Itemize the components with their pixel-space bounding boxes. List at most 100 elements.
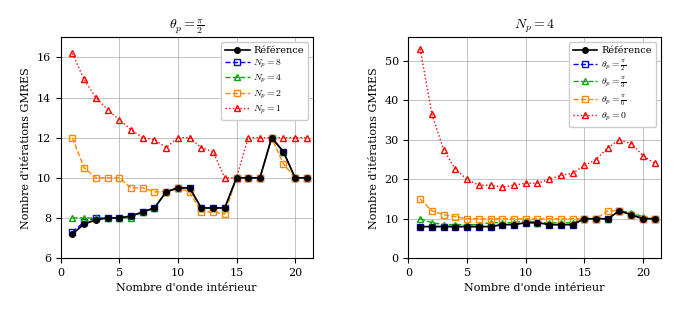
$\theta_p = \frac{\pi}{3}$ [604,217,612,220]
$\theta_p = \frac{\pi}{3}$ [615,209,623,213]
$\theta_p = 0$ [639,154,647,157]
$\theta_p = \frac{\pi}{2}$ [615,209,623,213]
Référence [80,222,88,226]
$\theta_p = 0$ [439,148,448,151]
Référence [185,186,193,190]
$\theta_p = \frac{\pi}{2}$ [522,221,530,225]
$N_p = 4$ [174,186,182,190]
$\theta_p = 0$ [510,183,518,187]
$\theta_p = \frac{\pi}{2}$ [569,223,577,226]
$\theta_p = 0$ [416,47,424,51]
Référence [533,221,541,225]
$\theta_p = \frac{\pi}{3}$ [533,221,541,225]
$N_p = 1$ [139,136,147,140]
$N_p = 8$ [127,214,135,218]
$N_p = 8$ [162,190,171,194]
$\theta_p = 0$ [522,181,530,185]
$N_p = 2$ [233,176,241,180]
$\theta_p = \frac{\pi}{6}$ [452,215,460,219]
$\theta_p = \frac{\pi}{6}$ [639,217,647,220]
$N_p = 1$ [268,136,276,140]
Référence [639,217,647,220]
Référence [439,225,448,229]
$\theta_p = \frac{\pi}{6}$ [627,213,636,217]
$N_p = 8$ [303,176,311,180]
$\theta_p = \frac{\pi}{3}$ [639,215,647,219]
$N_p = 8$ [291,176,299,180]
Y-axis label: Nombre d'itérations GMRES: Nombre d'itérations GMRES [21,67,31,229]
$\theta_p = 0$ [533,181,541,185]
$N_p = 8$ [80,220,88,224]
$\theta_p = \frac{\pi}{6}$ [463,217,471,220]
$N_p = 8$ [115,216,123,220]
$\theta_p = 0$ [428,112,436,116]
$N_p = 4$ [104,216,112,220]
$N_p = 1$ [291,136,299,140]
Line: $\theta_p = \frac{\pi}{3}$: $\theta_p = \frac{\pi}{3}$ [417,208,657,227]
$N_p = 8$ [233,176,241,180]
Référence [592,217,600,220]
$N_p = 4$ [233,176,241,180]
Line: $N_p = 8$: $N_p = 8$ [69,135,309,235]
Y-axis label: Nombre d'itérations GMRES: Nombre d'itérations GMRES [369,67,379,229]
X-axis label: Nombre d'onde intérieur: Nombre d'onde intérieur [464,283,605,293]
$\theta_p = 0$ [463,177,471,181]
$\theta_p = \frac{\pi}{3}$ [463,223,471,226]
$N_p = 1$ [233,176,241,180]
Référence [256,176,264,180]
$N_p = 1$ [303,136,311,140]
Référence [268,136,276,140]
$\theta_p = \frac{\pi}{6}$ [557,217,565,220]
$N_p = 8$ [68,230,76,234]
$N_p = 8$ [104,216,112,220]
Référence [150,206,158,210]
$\theta_p = \frac{\pi}{3}$ [592,217,600,220]
$N_p = 1$ [279,136,287,140]
Référence [416,225,424,229]
$N_p = 4$ [115,216,123,220]
Référence [615,209,623,213]
Référence [452,225,460,229]
$N_p = 4$ [209,206,217,210]
$\theta_p = \frac{\pi}{3}$ [580,217,588,220]
$N_p = 4$ [291,176,299,180]
$N_p = 2$ [162,190,171,194]
$N_p = 8$ [150,206,158,210]
Line: $\theta_p = 0$: $\theta_p = 0$ [417,46,657,190]
$\theta_p = \frac{\pi}{3}$ [522,219,530,223]
$N_p = 8$ [256,176,264,180]
$N_p = 1$ [68,52,76,55]
$N_p = 4$ [256,176,264,180]
Référence [428,225,436,229]
$\theta_p = \frac{\pi}{3}$ [474,223,483,226]
$\theta_p = \frac{\pi}{2}$ [533,221,541,225]
Référence [474,225,483,229]
$N_p = 2$ [127,186,135,190]
Référence [463,225,471,229]
$\theta_p = \frac{\pi}{2}$ [545,223,553,226]
$N_p = 1$ [256,136,264,140]
Référence [279,150,287,154]
$N_p = 2$ [209,210,217,214]
$\theta_p = \frac{\pi}{3}$ [650,217,658,220]
$N_p = 2$ [197,210,206,214]
$\theta_p = \frac{\pi}{6}$ [569,217,577,220]
$N_p = 2$ [256,176,264,180]
$\theta_p = \frac{\pi}{2}$ [639,217,647,220]
$N_p = 4$ [197,206,206,210]
$N_p = 1$ [127,128,135,132]
$N_p = 4$ [268,136,276,140]
$\theta_p = \frac{\pi}{2}$ [428,225,436,229]
$N_p = 2$ [139,186,147,190]
$\theta_p = \frac{\pi}{3}$ [498,221,506,225]
$\theta_p = \frac{\pi}{6}$ [615,209,623,213]
$\theta_p = \frac{\pi}{2}$ [650,217,658,220]
$N_p = 4$ [92,216,100,220]
$\theta_p = \frac{\pi}{3}$ [428,221,436,225]
$\theta_p = \frac{\pi}{2}$ [416,225,424,229]
Line: $N_p = 2$: $N_p = 2$ [69,135,309,217]
$\theta_p = \frac{\pi}{6}$ [439,213,448,217]
$N_p = 1$ [185,136,193,140]
Référence [244,176,252,180]
$N_p = 4$ [150,206,158,210]
